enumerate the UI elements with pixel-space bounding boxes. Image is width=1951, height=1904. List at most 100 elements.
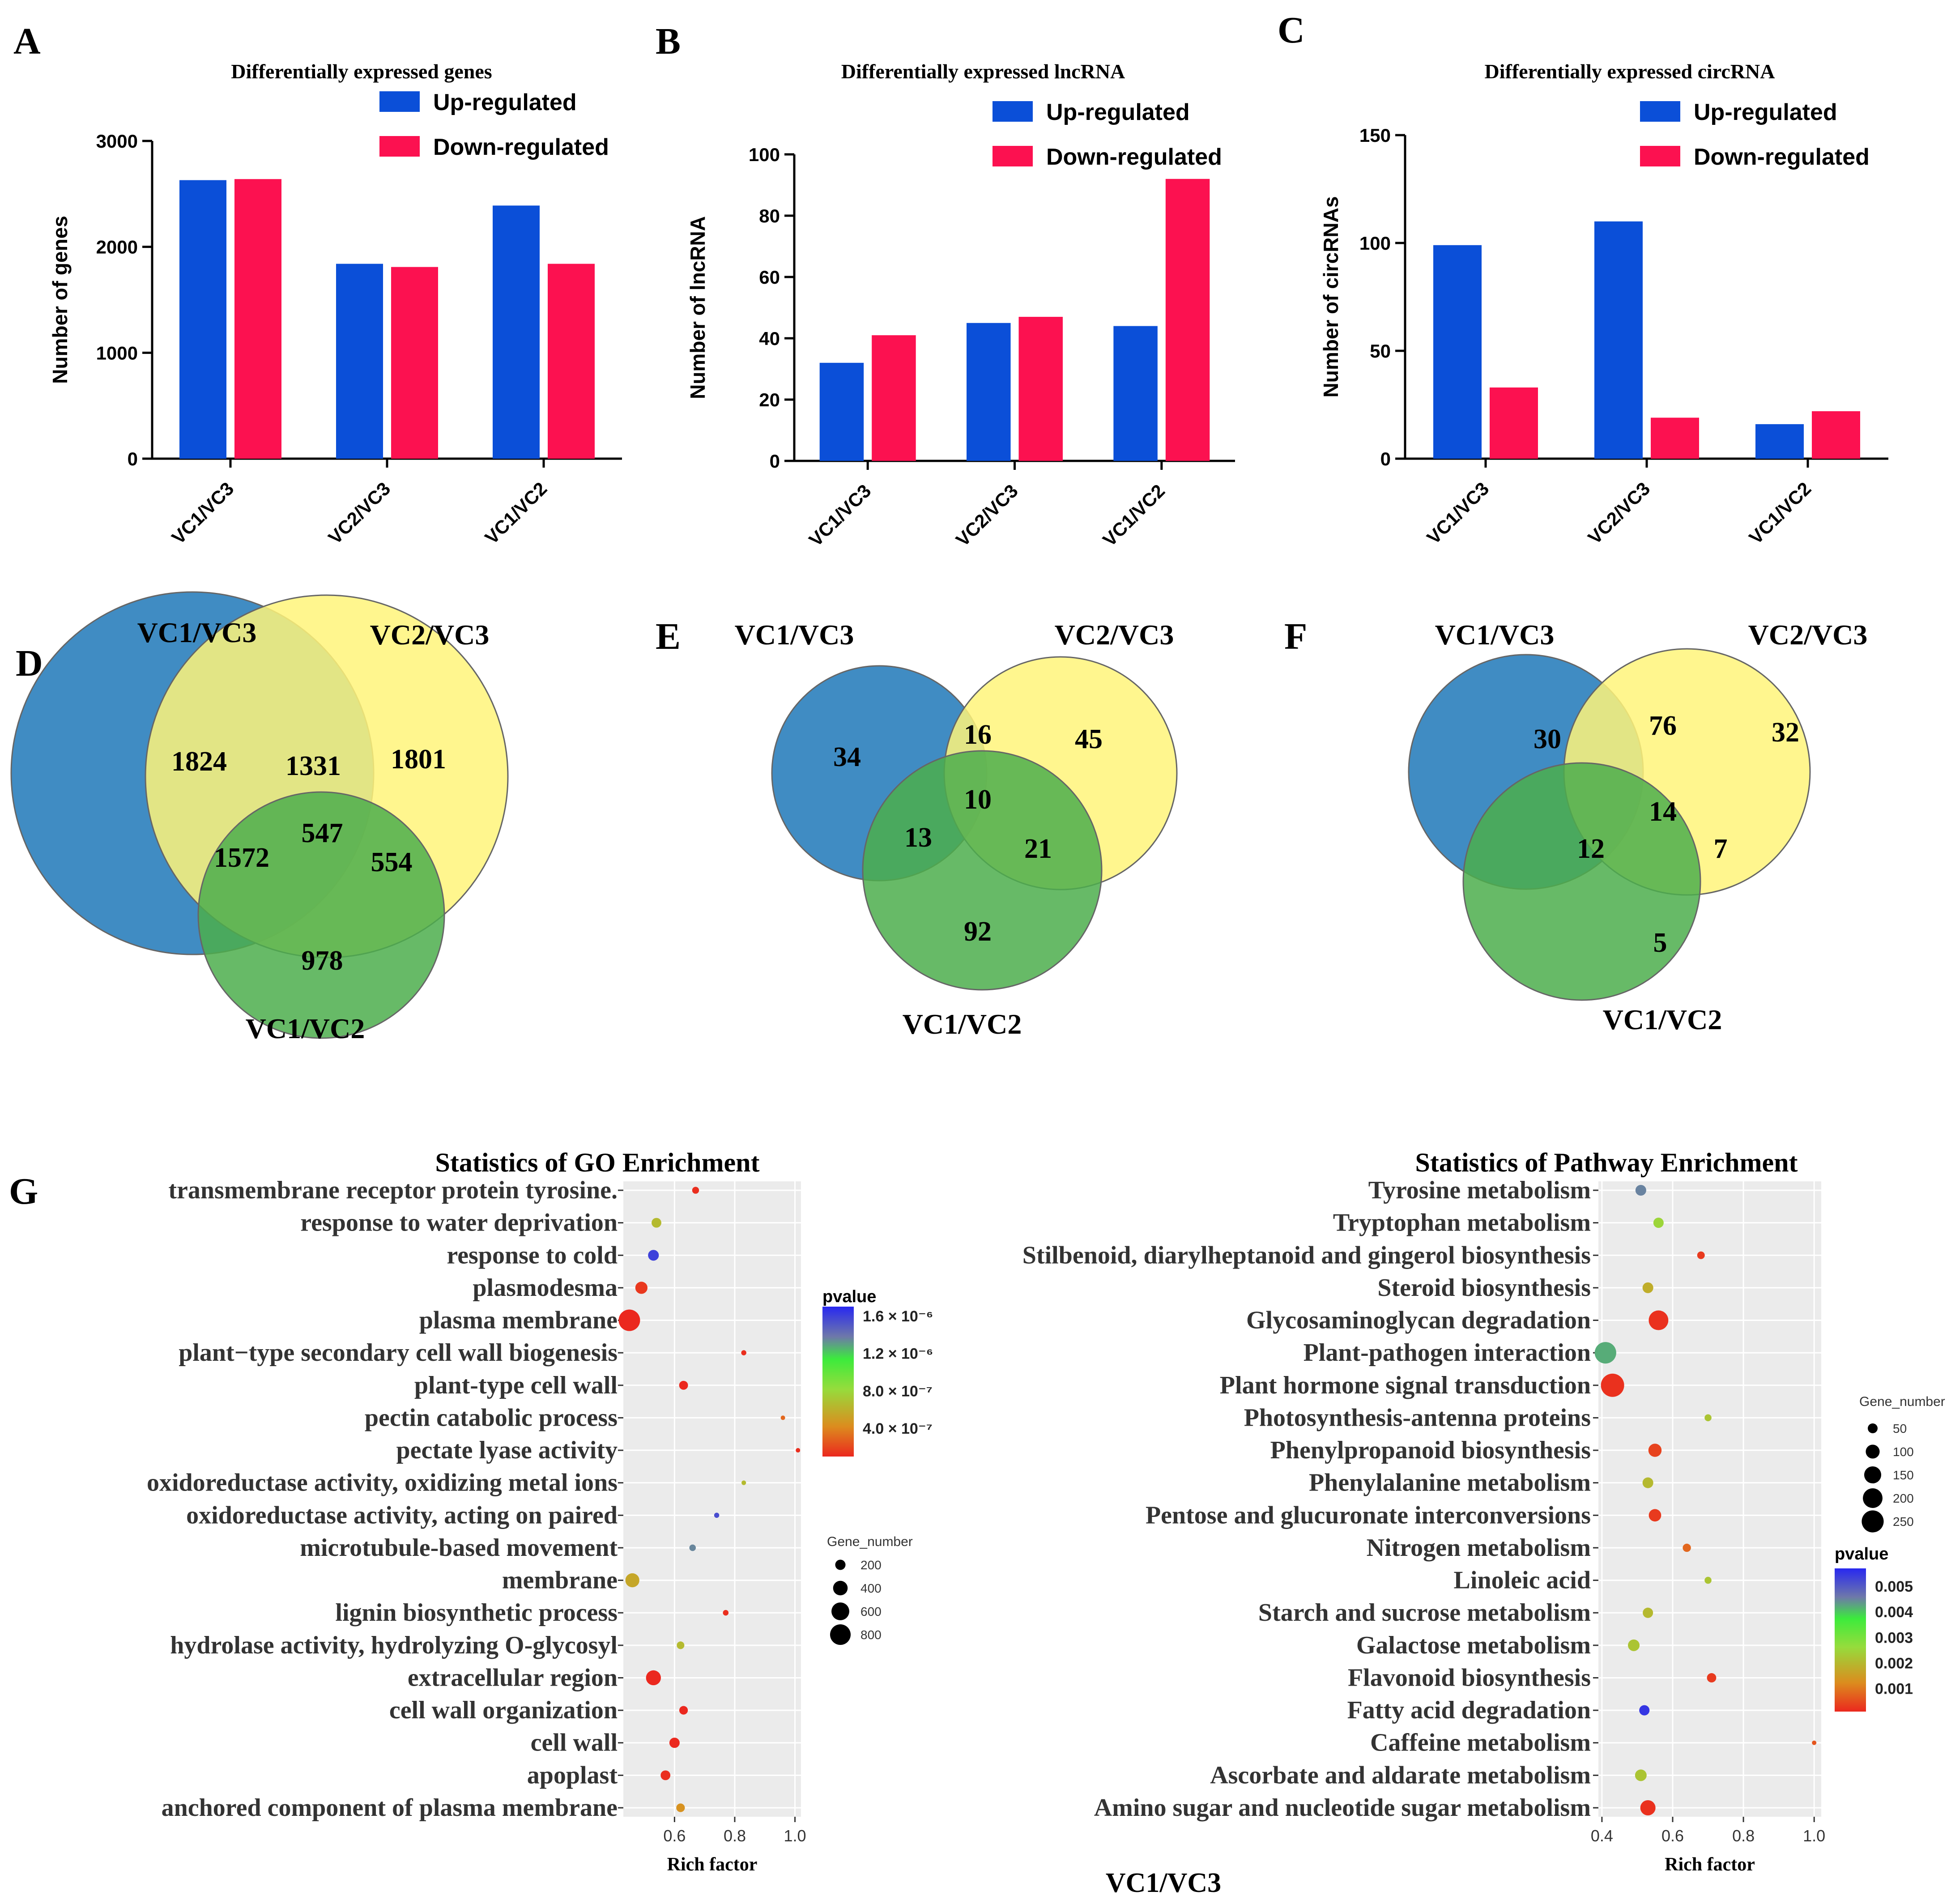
y-tick-label: 0 — [1380, 448, 1391, 469]
category-label: microtubule-based movement — [300, 1534, 618, 1562]
venn-set-label: VC1/VC2 — [903, 1008, 1022, 1040]
bar-down — [548, 264, 595, 459]
bar-down — [391, 267, 438, 459]
panel-letter-e: E — [656, 616, 681, 657]
x-tick-label: VC1/VC2 — [481, 478, 551, 548]
colorbar — [1835, 1568, 1866, 1712]
size-legend-label: 800 — [860, 1628, 882, 1642]
data-point — [679, 1706, 688, 1715]
bar-up — [967, 323, 1011, 461]
venn-count-ab: 1331 — [285, 751, 341, 781]
venn-circle-3 — [1462, 762, 1701, 1001]
venn-count-c-only: 5 — [1653, 928, 1667, 958]
data-point — [1812, 1740, 1817, 1745]
venn-set-label: VC1/VC3 — [1435, 619, 1555, 651]
category-label: Stilbenoid, diarylheptanoid and gingerol… — [1022, 1241, 1591, 1269]
venn-count-a-only: 1824 — [171, 746, 227, 777]
category-label: Nitrogen metabolism — [1367, 1534, 1591, 1562]
size-legend-label: 150 — [1893, 1468, 1914, 1482]
size-legend-label: 400 — [860, 1581, 882, 1595]
data-point — [648, 1250, 659, 1261]
venn-count-abc: 10 — [964, 784, 992, 815]
venn-set-label: VC2/VC3 — [1055, 619, 1174, 651]
x-tick-label: VC1/VC2 — [1099, 480, 1169, 550]
data-point — [1643, 1607, 1653, 1618]
data-point — [635, 1282, 647, 1294]
legend-swatch-down — [379, 136, 420, 157]
x-tick-label: 0.8 — [1732, 1827, 1755, 1845]
category-label: Pentose and glucuronate interconversions — [1146, 1501, 1591, 1529]
category-label: extracellular region — [408, 1664, 618, 1691]
data-point — [646, 1670, 661, 1686]
venn-set-label: VC2/VC3 — [370, 619, 490, 651]
colorbar-label: 0.004 — [1875, 1604, 1913, 1621]
plot-panel — [1598, 1181, 1821, 1817]
category-label: Plant hormone signal transduction — [1220, 1372, 1591, 1399]
data-point — [692, 1187, 699, 1194]
venn-count-abc: 547 — [302, 818, 343, 848]
x-tick-label: VC1/VC3 — [1423, 478, 1493, 548]
category-label: Tyrosine metabolism — [1368, 1176, 1591, 1204]
y-axis-label: Number of circRNAs — [1319, 196, 1342, 398]
panel-letter-b: B — [656, 21, 681, 62]
colorbar-label: 0.003 — [1875, 1629, 1913, 1646]
category-label: Glycosaminoglycan degradation — [1246, 1307, 1591, 1334]
category-label: Phenylalanine metabolism — [1309, 1469, 1591, 1497]
y-tick-label: 80 — [759, 205, 780, 226]
category-label: pectin catabolic process — [365, 1404, 618, 1431]
venn-count-ab: 76 — [1649, 711, 1677, 741]
bar-up — [493, 205, 540, 459]
legend-label: Down-regulated — [1046, 144, 1222, 170]
category-label: Fatty acid degradation — [1347, 1696, 1591, 1724]
y-tick-label: 2000 — [96, 237, 138, 258]
x-tick-label: 0.6 — [663, 1827, 686, 1845]
venn-set-label: VC1/VC3 — [735, 619, 854, 651]
size-legend-dot — [1862, 1510, 1884, 1533]
size-legend-dot — [1864, 1466, 1882, 1484]
bar-down — [1651, 417, 1699, 459]
bar-up — [1594, 221, 1643, 459]
category-label: pectate lyase activity — [396, 1436, 618, 1464]
bar-down — [234, 179, 281, 459]
venn-count-bc: 554 — [371, 847, 413, 877]
category-label: Ascorbate and aldarate metabolism — [1210, 1761, 1591, 1789]
x-tick-label: VC2/VC3 — [1584, 478, 1654, 548]
size-legend-dot — [1868, 1423, 1878, 1433]
bar-up — [179, 180, 226, 459]
legend-swatch-up — [379, 91, 420, 112]
colorbar-label: 4.0 × 10⁻⁷ — [863, 1420, 933, 1437]
data-point — [723, 1610, 729, 1616]
data-point — [679, 1380, 688, 1390]
data-point — [677, 1641, 685, 1649]
y-tick-label: 0 — [128, 448, 138, 469]
data-point — [1628, 1639, 1640, 1651]
y-tick-label: 20 — [759, 389, 780, 410]
size-legend-title: Gene_number — [827, 1534, 913, 1549]
data-point — [669, 1738, 680, 1748]
venn-count-ac: 1572 — [214, 843, 269, 873]
venn-set-label: VC1/VC2 — [246, 1013, 365, 1044]
figure-caption: VC1/VC3 — [1106, 1868, 1221, 1898]
size-legend-label: 50 — [1893, 1422, 1907, 1435]
category-label: Caffeine metabolism — [1370, 1729, 1591, 1757]
data-point — [652, 1218, 661, 1228]
legend-label: Down-regulated — [433, 134, 609, 160]
data-point — [1704, 1576, 1712, 1584]
venn-set-label: VC1/VC3 — [137, 617, 257, 648]
venn-count-bc: 7 — [1714, 834, 1728, 864]
category-label: Plant-pathogen interaction — [1304, 1339, 1591, 1367]
scatter-title: Statistics of GO Enrichment — [435, 1148, 760, 1177]
size-legend-label: 200 — [860, 1558, 882, 1572]
legend-label: Up-regulated — [1046, 99, 1190, 125]
category-label: hydrolase activity, hydrolyzing O-glycos… — [170, 1631, 618, 1659]
venn-count-bc: 21 — [1024, 834, 1052, 864]
colorbar-label: 0.002 — [1875, 1655, 1913, 1672]
data-point — [1594, 1342, 1616, 1364]
size-legend-dot — [830, 1624, 851, 1645]
colorbar-label: 8.0 × 10⁻⁷ — [863, 1383, 933, 1400]
x-tick-label: 1.0 — [784, 1827, 806, 1845]
category-label: Galactose metabolism — [1356, 1631, 1591, 1659]
data-point — [1649, 1310, 1669, 1330]
size-legend-label: 250 — [1893, 1515, 1914, 1529]
category-label: oxidoreductase activity, acting on paire… — [186, 1501, 618, 1529]
